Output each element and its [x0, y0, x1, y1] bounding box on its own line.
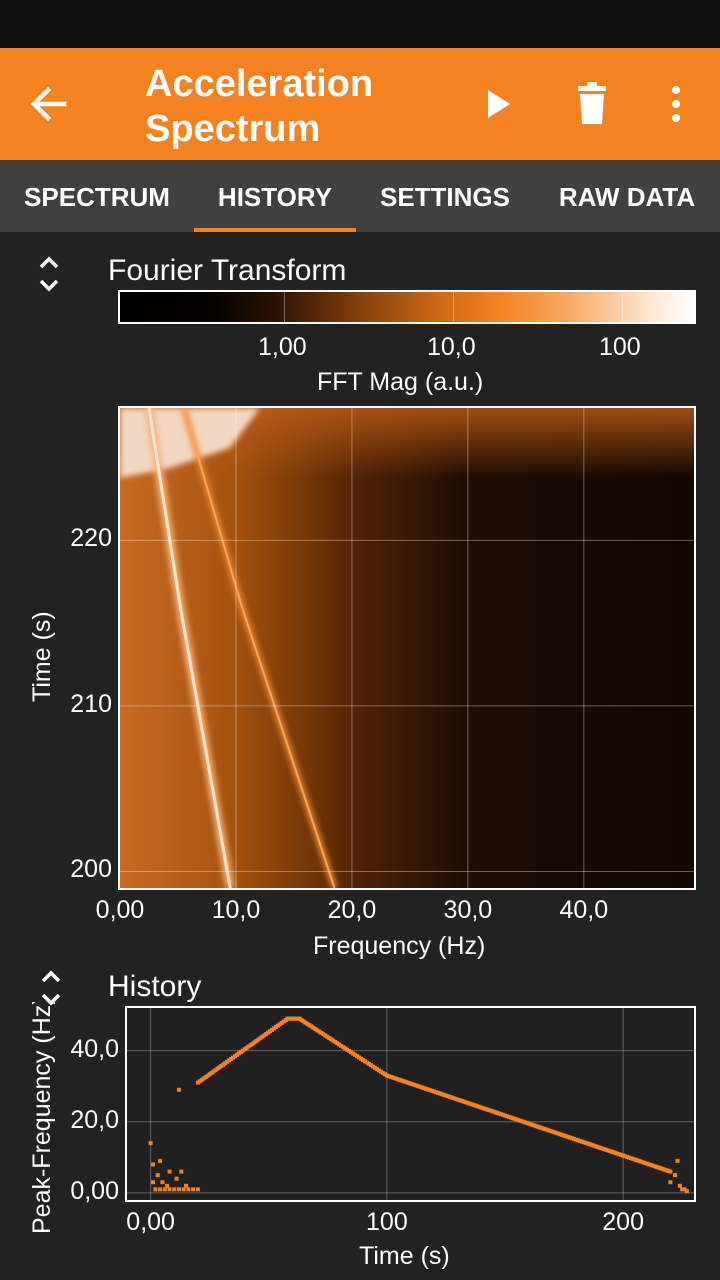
history-point	[179, 1169, 184, 1174]
history-x-tick-label: 0,00	[126, 1208, 175, 1236]
history-x-tick-label: 200	[602, 1208, 644, 1236]
colorbar	[118, 290, 696, 324]
spectrogram-y-tick-label: 220	[70, 524, 112, 553]
spectrogram-ridges	[144, 408, 338, 888]
trash-icon[interactable]	[570, 80, 614, 128]
history-point	[150, 1180, 155, 1185]
spectrogram-x-tick-label: 20,0	[327, 896, 377, 924]
history-point	[184, 1183, 189, 1188]
spectrogram-y-tick-label: 210	[70, 689, 112, 718]
tab-settings[interactable]: SETTINGS	[379, 182, 510, 212]
history-point	[673, 1173, 678, 1178]
colorbar-tick-label: 1,00	[258, 333, 307, 361]
history-point	[176, 1087, 181, 1092]
history-point	[158, 1158, 163, 1163]
history-y-label: Peak-Frequency (Hz)	[28, 1002, 56, 1234]
history-point	[167, 1187, 172, 1192]
spectrogram-x-tick-label: 40,0	[559, 896, 609, 924]
colorbar-tick-mark	[284, 290, 285, 324]
history-point	[174, 1176, 179, 1181]
history-point	[668, 1180, 673, 1185]
colorbar-tick-mark	[453, 290, 454, 324]
expand-collapse-icon[interactable]	[34, 254, 64, 294]
history-point	[148, 1141, 153, 1146]
history-point	[167, 1169, 172, 1174]
spectrogram-svg	[120, 408, 694, 888]
spectrogram-x-label: Frequency (Hz)	[313, 932, 486, 960]
tab-spectrum[interactable]: SPECTRUM	[24, 182, 170, 212]
history-y-label-clip: Peak-Frequency (Hz)	[28, 1002, 58, 1238]
spectrogram-ridge-core-harmonic	[182, 408, 336, 888]
colorbar-tick-mark	[622, 290, 623, 324]
history-point	[153, 1187, 158, 1192]
spectrogram-x-tick-label: 0,00	[95, 896, 145, 924]
arrow-left-icon[interactable]	[24, 82, 72, 126]
tab-bar: SPECTRUM HISTORY SETTINGS RAW DATA	[0, 160, 720, 232]
history-point	[165, 1183, 170, 1188]
spectrogram-ridge-core-peak	[147, 408, 232, 888]
history-x-tick-label: 100	[366, 1208, 408, 1236]
spectrogram-x-tick-label: 10,0	[211, 896, 261, 924]
history-point	[682, 1187, 687, 1192]
history-grid	[127, 1008, 694, 1200]
history-x-label: Time (s)	[359, 1242, 450, 1270]
history-point	[162, 1187, 167, 1192]
spectrogram-x-tick-label: 30,0	[443, 896, 493, 924]
history-points	[148, 1016, 689, 1194]
tab-raw-data[interactable]: RAW DATA	[558, 182, 696, 212]
spectrogram-plot	[118, 406, 696, 890]
history-plot	[125, 1006, 696, 1202]
fourier-title: Fourier Transform	[108, 254, 347, 287]
expand-collapse-icon[interactable]	[36, 968, 66, 1008]
status-bar	[0, 0, 720, 48]
history-title: History	[108, 970, 202, 1003]
history-point	[150, 1162, 155, 1167]
app-bar: Acceleration Spectrum	[0, 48, 720, 160]
title-line-1: Acceleration	[145, 63, 374, 105]
spectrogram-y-label: Time (s)	[28, 611, 56, 702]
colorbar-tick-label: 10,0	[427, 333, 476, 361]
history-y-tick-label: 0,00	[70, 1176, 119, 1205]
history-point	[195, 1187, 200, 1192]
tab-history[interactable]: HISTORY	[194, 160, 356, 232]
play-icon[interactable]	[478, 82, 522, 126]
history-point	[181, 1187, 186, 1192]
history-y-tick-label: 40,0	[70, 1034, 119, 1063]
history-point	[191, 1187, 196, 1192]
history-point	[684, 1189, 689, 1194]
history-point	[155, 1173, 160, 1178]
colorbar-tick-label: 100	[599, 333, 641, 361]
spectrogram-grid	[120, 408, 694, 888]
history-point	[160, 1180, 165, 1185]
history-point	[158, 1187, 163, 1192]
more-vert-icon[interactable]	[660, 82, 692, 126]
history-point	[668, 1169, 673, 1174]
history-point	[172, 1187, 177, 1192]
history-y-tick-label: 20,0	[70, 1105, 119, 1134]
history-point	[176, 1187, 181, 1192]
page-title: Acceleration Spectrum	[145, 62, 465, 152]
colorbar-label: FFT Mag (a.u.)	[317, 368, 484, 396]
history-svg	[127, 1008, 694, 1200]
spectrogram-y-tick-label: 200	[70, 855, 112, 884]
title-line-2: Spectrum	[145, 108, 321, 150]
history-point	[675, 1158, 680, 1163]
history-point	[186, 1187, 191, 1192]
history-point	[677, 1183, 682, 1188]
history-point	[680, 1187, 685, 1192]
